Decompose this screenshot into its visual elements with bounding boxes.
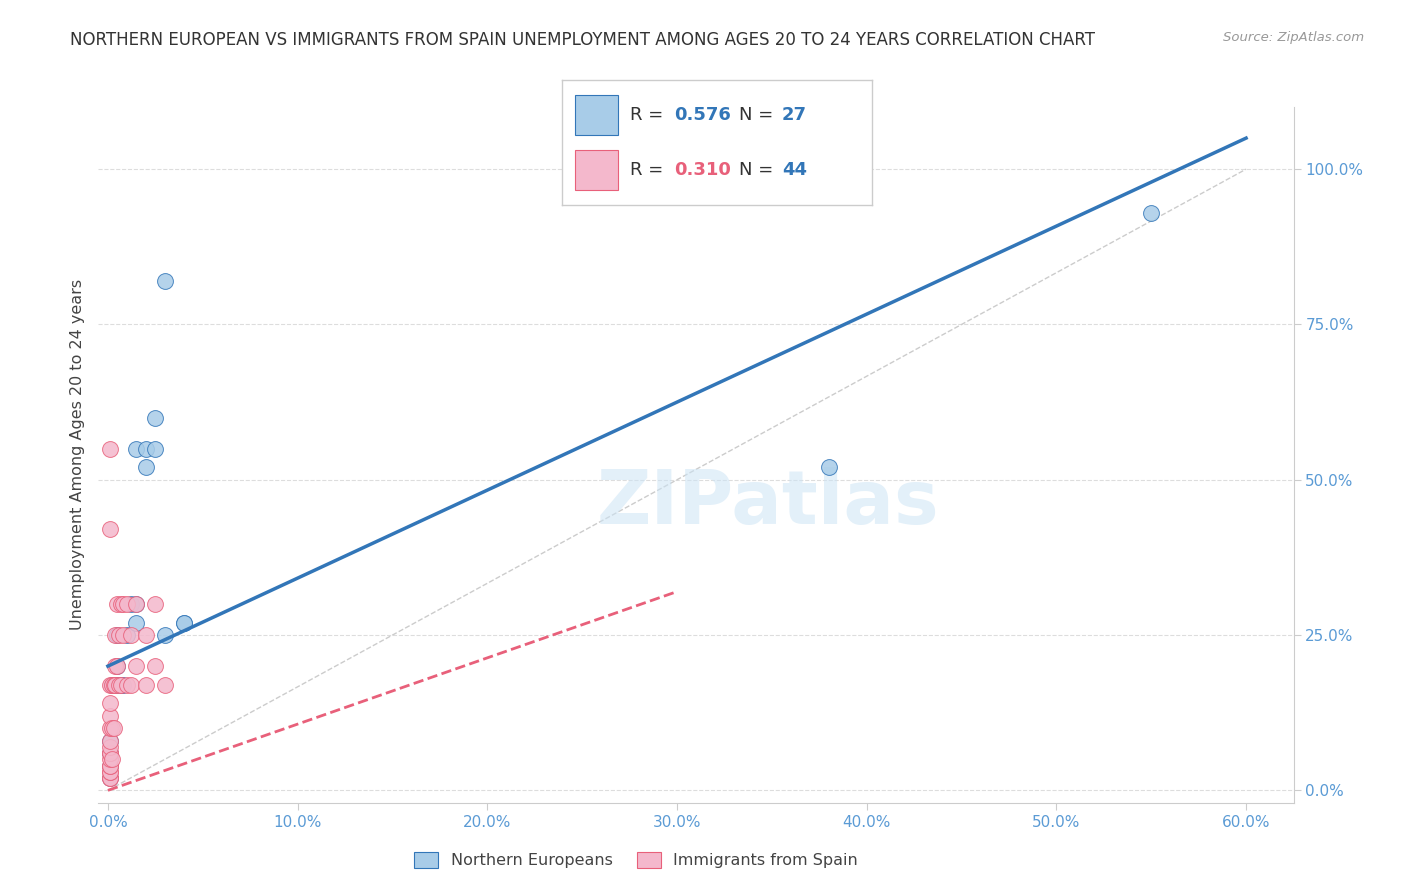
Point bbox=[98, 523, 121, 537]
Point bbox=[105, 659, 128, 673]
Point bbox=[110, 597, 132, 611]
Point bbox=[143, 442, 166, 456]
Point bbox=[135, 460, 157, 475]
Point bbox=[98, 758, 121, 772]
Text: 0.576: 0.576 bbox=[673, 106, 731, 124]
Point bbox=[98, 771, 121, 785]
Point bbox=[135, 678, 157, 692]
Point bbox=[143, 410, 166, 425]
Point bbox=[153, 274, 176, 288]
Point bbox=[112, 678, 135, 692]
Point bbox=[104, 678, 127, 692]
Point bbox=[98, 733, 121, 747]
Point bbox=[98, 697, 121, 711]
Point bbox=[173, 615, 195, 630]
Point bbox=[104, 628, 127, 642]
Point bbox=[103, 678, 125, 692]
Point bbox=[153, 628, 176, 642]
Point bbox=[135, 628, 157, 642]
Point bbox=[98, 764, 121, 779]
Point bbox=[110, 678, 132, 692]
Point bbox=[120, 597, 142, 611]
Point bbox=[112, 597, 135, 611]
Point bbox=[104, 659, 127, 673]
Point bbox=[108, 678, 131, 692]
Point bbox=[98, 758, 121, 772]
Point bbox=[103, 678, 125, 692]
Point bbox=[98, 771, 121, 785]
Point bbox=[100, 678, 122, 692]
Point bbox=[98, 758, 121, 772]
Text: R =: R = bbox=[630, 161, 669, 179]
Point bbox=[98, 746, 121, 760]
Point bbox=[125, 615, 148, 630]
Point bbox=[98, 708, 121, 723]
Point bbox=[105, 628, 128, 642]
Point bbox=[104, 678, 127, 692]
Point bbox=[103, 721, 125, 735]
Point bbox=[100, 721, 122, 735]
Point bbox=[115, 678, 138, 692]
Point bbox=[135, 442, 157, 456]
Point bbox=[108, 628, 131, 642]
Bar bbox=[575, 150, 619, 190]
Y-axis label: Unemployment Among Ages 20 to 24 years: Unemployment Among Ages 20 to 24 years bbox=[69, 279, 84, 631]
Point bbox=[173, 615, 195, 630]
Text: NORTHERN EUROPEAN VS IMMIGRANTS FROM SPAIN UNEMPLOYMENT AMONG AGES 20 TO 24 YEAR: NORTHERN EUROPEAN VS IMMIGRANTS FROM SPA… bbox=[70, 31, 1095, 49]
Point bbox=[108, 678, 131, 692]
Text: N =: N = bbox=[738, 106, 779, 124]
Point bbox=[125, 597, 148, 611]
Point bbox=[98, 746, 121, 760]
Point bbox=[125, 659, 148, 673]
Point bbox=[120, 628, 142, 642]
Point bbox=[817, 460, 839, 475]
Point bbox=[110, 678, 132, 692]
Point bbox=[98, 752, 121, 766]
Point bbox=[98, 678, 121, 692]
Point bbox=[105, 597, 128, 611]
Point bbox=[98, 764, 121, 779]
Text: R =: R = bbox=[630, 106, 669, 124]
Point bbox=[1140, 205, 1163, 219]
Text: 27: 27 bbox=[782, 106, 807, 124]
Point bbox=[98, 442, 121, 456]
Point bbox=[98, 721, 121, 735]
Point bbox=[125, 442, 148, 456]
Legend: Northern Europeans, Immigrants from Spain: Northern Europeans, Immigrants from Spai… bbox=[408, 846, 865, 875]
Point bbox=[112, 628, 135, 642]
Point bbox=[153, 678, 176, 692]
Point bbox=[98, 771, 121, 785]
Point bbox=[143, 659, 166, 673]
Point bbox=[143, 597, 166, 611]
Point bbox=[100, 752, 122, 766]
Point bbox=[98, 746, 121, 760]
Text: ZIPatlas: ZIPatlas bbox=[596, 467, 939, 541]
Text: Source: ZipAtlas.com: Source: ZipAtlas.com bbox=[1223, 31, 1364, 45]
Point bbox=[115, 628, 138, 642]
Point bbox=[100, 678, 122, 692]
Text: 44: 44 bbox=[782, 161, 807, 179]
Text: N =: N = bbox=[738, 161, 779, 179]
Point bbox=[98, 739, 121, 754]
Point bbox=[98, 733, 121, 747]
Point bbox=[105, 659, 128, 673]
Text: 0.310: 0.310 bbox=[673, 161, 731, 179]
Point bbox=[120, 678, 142, 692]
Point bbox=[115, 597, 138, 611]
Point bbox=[125, 597, 148, 611]
Bar bbox=[575, 95, 619, 136]
